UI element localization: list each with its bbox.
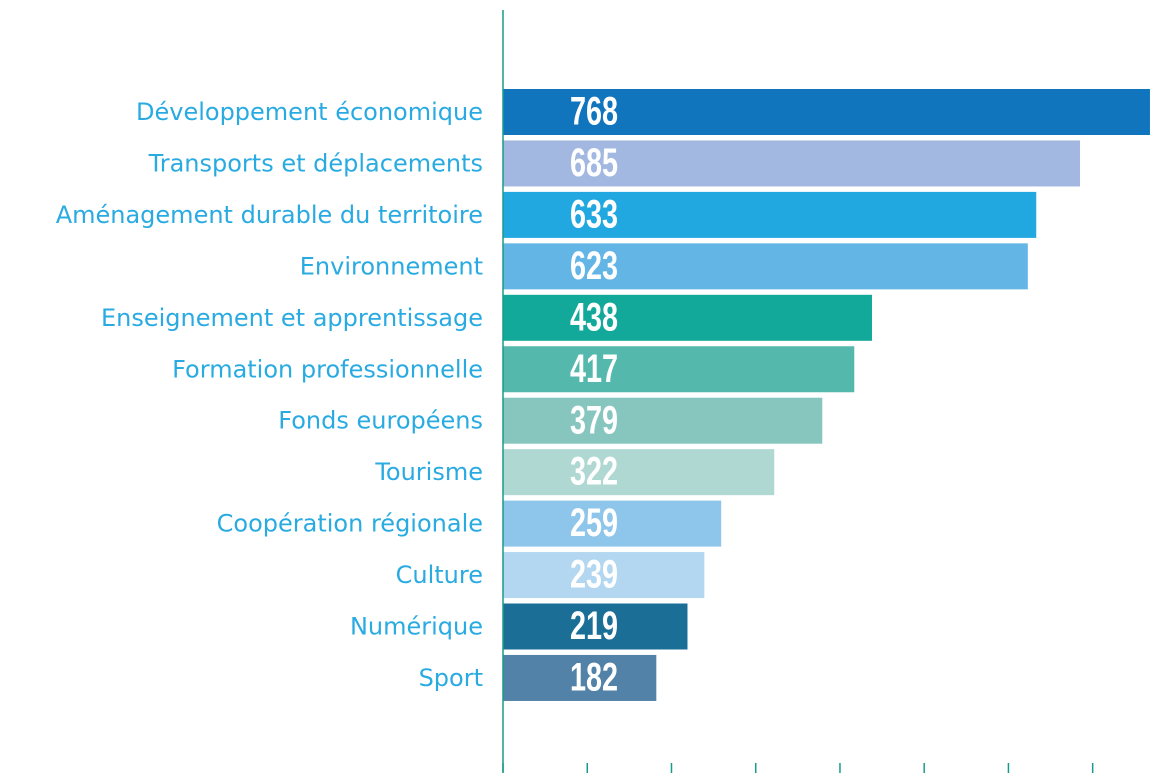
- category-label: Environnement: [300, 252, 483, 280]
- category-label: Sport: [419, 664, 483, 692]
- category-label: Coopération régionale: [217, 510, 483, 538]
- category-label: Aménagement durable du territoire: [56, 201, 483, 229]
- bar: [503, 294, 872, 341]
- value-label: 239: [570, 552, 618, 597]
- bar: [503, 449, 775, 496]
- value-label: 768: [570, 89, 618, 134]
- category-label: Enseignement et apprentissage: [101, 304, 483, 332]
- value-label: 322: [570, 449, 618, 494]
- category-label: Numérique: [350, 613, 483, 641]
- bar: [503, 140, 1081, 187]
- value-label: 438: [570, 295, 618, 340]
- value-label: 379: [570, 398, 618, 443]
- category-label: Fonds européens: [278, 407, 483, 435]
- value-label: 182: [570, 655, 618, 700]
- category-label: Tourisme: [374, 458, 483, 486]
- bar: [503, 500, 722, 547]
- category-label: Développement économique: [136, 98, 483, 126]
- bar: [503, 552, 705, 599]
- value-label: 417: [570, 346, 618, 391]
- value-label: 623: [570, 243, 618, 288]
- value-label: 685: [570, 140, 618, 185]
- value-label: 259: [570, 501, 618, 546]
- value-label: 633: [570, 192, 618, 237]
- category-label: Culture: [396, 561, 483, 589]
- bar: [503, 346, 855, 393]
- category-label: Transports et déplacements: [148, 149, 483, 177]
- bar: [503, 191, 1037, 238]
- bar: [503, 243, 1028, 290]
- value-label: 219: [570, 603, 618, 648]
- bar: [503, 89, 1150, 135]
- category-label: Formation professionnelle: [172, 355, 483, 383]
- bar: [503, 603, 688, 650]
- bar: [503, 654, 657, 701]
- bar: [503, 397, 823, 444]
